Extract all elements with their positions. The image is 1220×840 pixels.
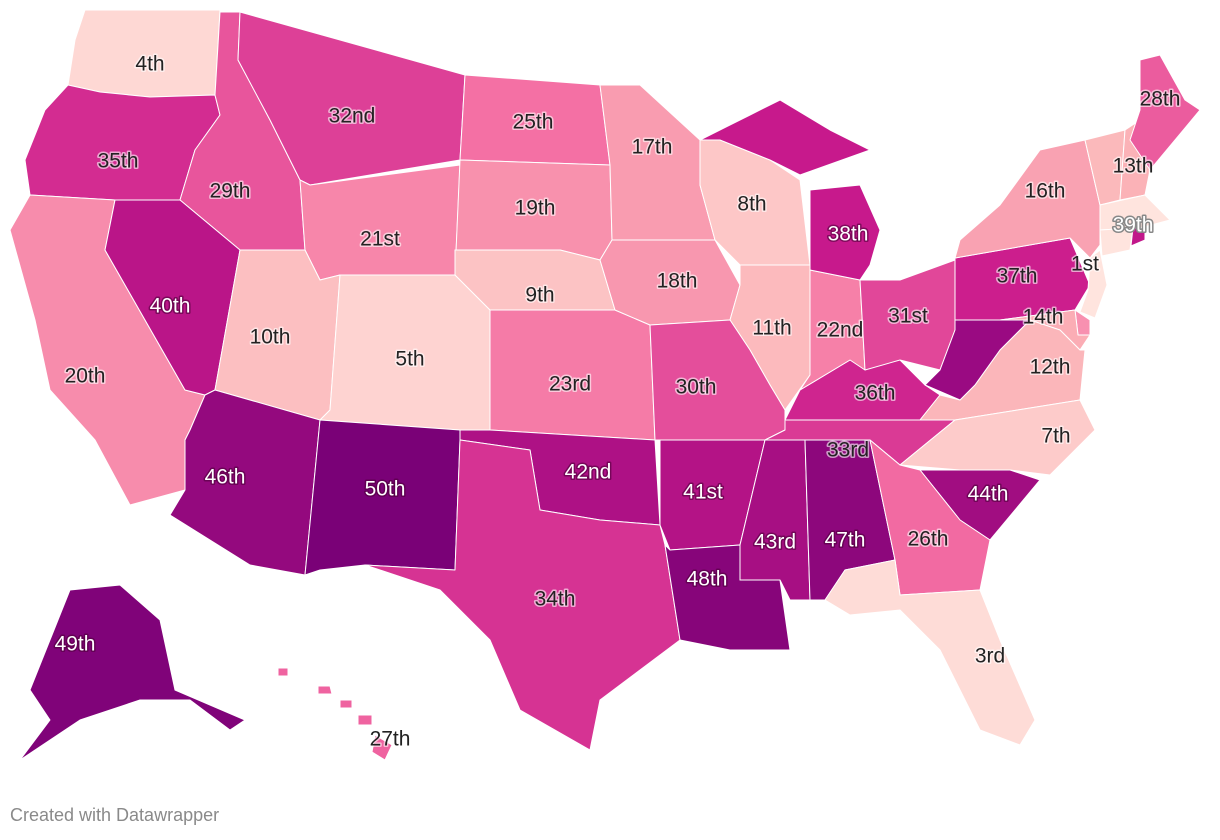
state-rank-label: 34th — [535, 588, 576, 611]
state-hi[interactable] — [317, 685, 333, 695]
state-ma[interactable] — [1099, 194, 1171, 231]
state-rank-label: 22nd — [817, 319, 864, 342]
state-rank-label: 14th — [1023, 306, 1064, 329]
state-rank-label: 46th — [205, 466, 246, 489]
state-rank-label: 31st — [888, 305, 928, 328]
state-rank-label: 38th — [828, 223, 869, 246]
state-ri[interactable] — [1130, 227, 1146, 247]
state-rank-label: 11th — [752, 317, 791, 340]
state-rank-label: 8th — [737, 193, 766, 216]
state-fl[interactable] — [824, 559, 1036, 746]
state-hi[interactable] — [371, 734, 393, 761]
state-rank-label: 16th — [1025, 180, 1066, 203]
state-wv[interactable] — [924, 319, 1031, 401]
state-rank-label: 49th — [55, 633, 96, 656]
state-rank-label: 12th — [1030, 356, 1071, 379]
state-rank-label: 42nd — [565, 461, 612, 484]
state-rank-label: 40th — [150, 295, 191, 318]
state-me[interactable] — [1129, 54, 1201, 171]
state-rank-label: 20th — [65, 365, 106, 388]
state-rank-label: 43rd — [754, 531, 796, 554]
state-mn[interactable] — [599, 84, 716, 241]
state-rank-label: 21st — [360, 228, 400, 251]
state-rank-label: 33rd — [827, 439, 869, 462]
state-rank-label: 23rd — [549, 373, 591, 396]
state-rank-label: 27th — [370, 728, 411, 751]
state-rank-label: 37th — [997, 265, 1038, 288]
state-rank-label: 47th — [825, 529, 866, 552]
state-rank-label: 5th — [395, 348, 424, 371]
state-hi[interactable] — [277, 667, 289, 677]
state-rank-label: 18th — [657, 270, 698, 293]
state-rank-label: 36th — [855, 382, 896, 405]
state-rank-label: 4th — [135, 53, 164, 76]
state-tx[interactable] — [364, 439, 681, 751]
state-rank-label: 28th — [1140, 88, 1181, 111]
state-mi[interactable] — [699, 99, 871, 176]
state-ct[interactable] — [1099, 227, 1134, 257]
state-rank-label: 32nd — [329, 105, 376, 128]
state-ak[interactable] — [19, 584, 246, 761]
state-rank-label: 25th — [513, 111, 554, 134]
state-hi[interactable] — [357, 714, 373, 726]
state-rank-label: 9th — [525, 284, 554, 307]
state-rank-label: 30th — [676, 376, 717, 399]
state-rank-label: 35th — [98, 150, 139, 173]
state-rank-label: 44th — [968, 483, 1009, 506]
state-rank-label: 26th — [908, 528, 949, 551]
state-rank-label: 13th — [1113, 155, 1154, 178]
us-choropleth-map: 4th 35th 20th 29th 40th 32nd 21st 10th 5th 46th 50… — [9, 9, 1201, 761]
state-rank-label: 41st — [683, 481, 723, 504]
state-rank-label: 7th — [1041, 425, 1070, 448]
state-rank-label: 10th — [250, 326, 291, 349]
state-rank-label: 1st — [1071, 253, 1099, 276]
state-rank-label: 3rd — [975, 645, 1005, 668]
state-nj[interactable] — [1079, 249, 1108, 319]
state-rank-label: 50th — [365, 478, 406, 501]
state-rank-label: 17th — [632, 136, 673, 159]
footer-credit[interactable]: Created with Datawrapper — [10, 805, 220, 825]
state-rank-label: 48th — [687, 568, 728, 591]
state-rank-label: 19th — [515, 197, 556, 220]
state-rank-label: 39th — [1113, 214, 1154, 237]
state-nc[interactable] — [899, 399, 1096, 476]
state-hi[interactable] — [339, 699, 353, 709]
state-mi[interactable] — [809, 184, 881, 281]
state-rank-label: 29th — [210, 180, 251, 203]
